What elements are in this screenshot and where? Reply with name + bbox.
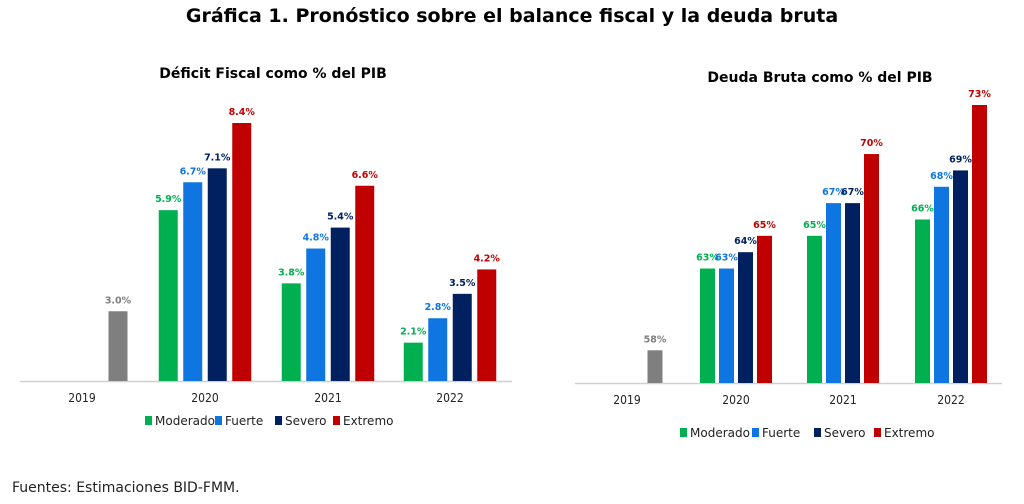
- bar-fuerte-2021: [306, 248, 326, 381]
- bar-extremo-2020: [757, 235, 772, 383]
- legend-swatch: [874, 428, 881, 437]
- legend-item-severo: Severo: [275, 414, 327, 428]
- bar-fuerte-2022: [934, 186, 949, 383]
- bar-moderado-2022: [403, 342, 423, 381]
- x-tick-label: 2022: [436, 391, 463, 405]
- data-label: 67%: [841, 187, 864, 198]
- data-label: 2.8%: [425, 302, 452, 313]
- deficit-chart: 2019 2020 2021 2022 3.0% 5.9% 3.8% 2.1% 6.7% 4.8%…: [20, 107, 512, 428]
- legend-label: Severo: [285, 414, 327, 428]
- x-tick-label: 2020: [191, 391, 219, 405]
- bar-fuerte-2020: [719, 268, 734, 383]
- bar-moderado-2021: [281, 283, 301, 381]
- bar-moderado-2020: [700, 268, 715, 383]
- bar-moderado-2020: [158, 210, 178, 381]
- legend-swatch: [145, 416, 152, 425]
- legend-swatch: [333, 416, 340, 425]
- legend-label: Moderado: [690, 426, 750, 440]
- legend-swatch: [752, 428, 759, 437]
- legend-swatch: [680, 428, 687, 437]
- x-tick-label: 2021: [829, 393, 856, 407]
- legend-item-fuerte: Fuerte: [215, 414, 263, 428]
- legend-label: Moderado: [155, 414, 215, 428]
- data-label: 6.7%: [180, 166, 207, 177]
- bar-extremo-2022: [477, 269, 497, 381]
- data-label: 4.2%: [474, 253, 501, 264]
- deuda-chart: 2019 2020 2021 2022 58% 63% 65% 66% 63% 67% 68% 64%…: [575, 89, 1002, 440]
- bar-fuerte-2020: [183, 182, 203, 381]
- data-label: 5.4%: [327, 212, 354, 223]
- x-tick-label: 2019: [68, 391, 96, 405]
- data-label: 65%: [803, 220, 826, 231]
- bar-2019: [647, 350, 663, 383]
- data-label: 3.5%: [449, 278, 476, 289]
- bar-severo-2021: [845, 203, 860, 383]
- data-label: 64%: [734, 236, 757, 247]
- legend-label: Fuerte: [762, 426, 800, 440]
- data-label: 4.8%: [303, 233, 330, 244]
- legend-label: Extremo: [343, 414, 393, 428]
- chart-title-deficit: Déficit Fiscal como % del PIB: [159, 66, 387, 82]
- legend-item-fuerte: Fuerte: [752, 426, 800, 440]
- legend-item-moderado: Moderado: [680, 426, 750, 440]
- data-label: 6.6%: [352, 170, 379, 181]
- legend-item-extremo: Extremo: [874, 426, 934, 440]
- bar-fuerte-2022: [428, 318, 448, 381]
- data-label: 58%: [644, 334, 667, 345]
- data-label: 3.0%: [105, 295, 132, 306]
- data-label: 70%: [860, 138, 883, 149]
- bar-severo-2022: [452, 293, 472, 381]
- data-label: 7.1%: [204, 152, 231, 163]
- x-tick-label: 2019: [613, 393, 641, 407]
- data-label: 68%: [930, 171, 953, 182]
- bar-severo-2020: [207, 168, 227, 381]
- bar-extremo-2021: [355, 185, 375, 381]
- data-label: 66%: [911, 203, 934, 214]
- data-label: 63%: [715, 253, 738, 264]
- legend-label: Extremo: [884, 426, 934, 440]
- bar-extremo-2021: [864, 154, 879, 383]
- bar-moderado-2021: [807, 235, 822, 383]
- data-label: 8.4%: [229, 107, 256, 118]
- x-tick-label: 2021: [314, 391, 341, 405]
- figure-title: Gráfica 1. Pronóstico sobre el balance f…: [186, 5, 838, 27]
- legend-item-extremo: Extremo: [333, 414, 393, 428]
- data-label: 69%: [949, 154, 972, 165]
- legend-item-moderado: Moderado: [145, 414, 215, 428]
- legend-swatch: [275, 416, 282, 425]
- data-label: 73%: [968, 89, 991, 100]
- data-label: 63%: [696, 253, 719, 264]
- bar-severo-2021: [330, 227, 350, 381]
- chart-title-deuda: Deuda Bruta como % del PIB: [707, 70, 932, 86]
- data-label: 2.1%: [400, 327, 427, 338]
- data-label: 5.9%: [155, 194, 182, 205]
- bar-moderado-2022: [915, 219, 930, 383]
- legend-label: Severo: [824, 426, 866, 440]
- bar-severo-2022: [953, 170, 968, 383]
- legend-label: Fuerte: [225, 414, 263, 428]
- legend-item-severo: Severo: [814, 426, 866, 440]
- data-label: 3.8%: [278, 267, 305, 278]
- x-tick-label: 2022: [937, 393, 964, 407]
- bar-severo-2020: [738, 252, 753, 383]
- bar-extremo-2020: [232, 123, 252, 381]
- data-label: 65%: [753, 220, 776, 231]
- legend-swatch: [215, 416, 222, 425]
- bar-fuerte-2021: [826, 203, 841, 383]
- bar-2019: [108, 311, 128, 381]
- legend-swatch: [814, 428, 821, 437]
- bar-extremo-2022: [972, 105, 987, 383]
- x-tick-label: 2020: [722, 393, 750, 407]
- source-note: Fuentes: Estimaciones BID-FMM.: [12, 480, 240, 496]
- data-label: 67%: [822, 187, 845, 198]
